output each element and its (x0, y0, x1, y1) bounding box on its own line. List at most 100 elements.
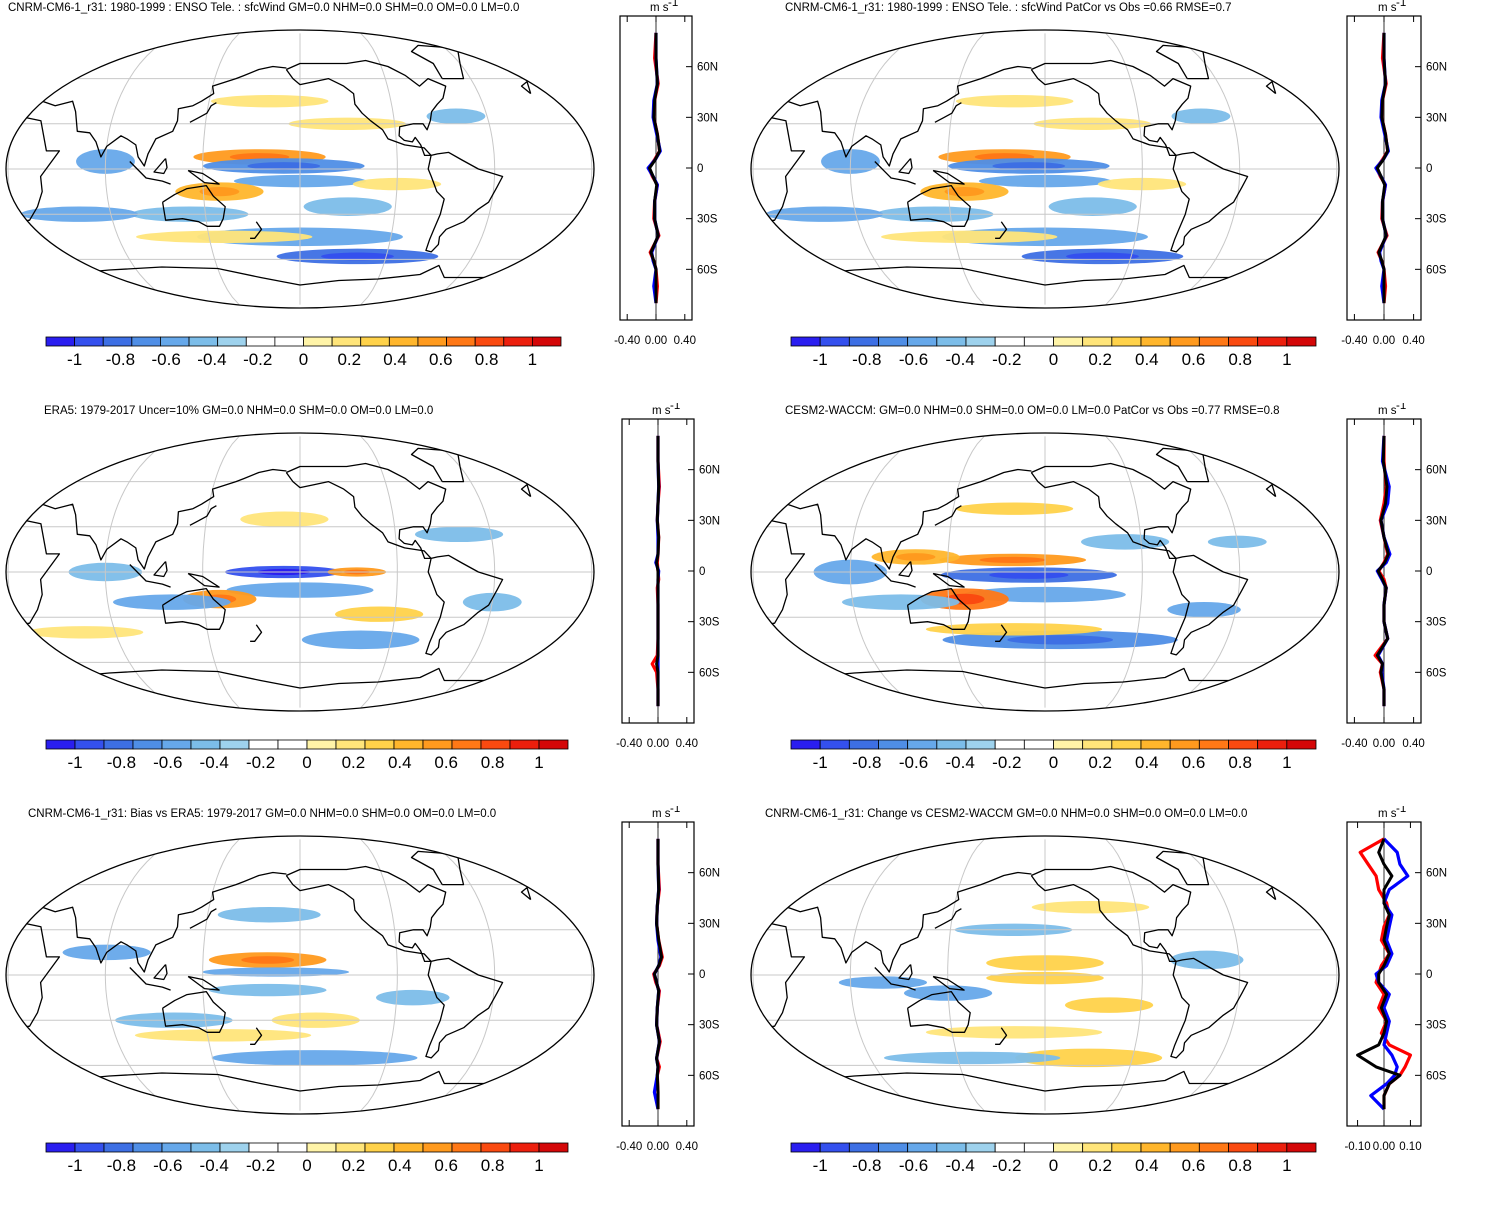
anomaly-blob (136, 230, 313, 243)
colorbar-tick-label: -0.6 (153, 1156, 183, 1175)
x-tick-label: 0.00 (647, 1141, 669, 1153)
zonal-mean-plot: m s -1 60N 30N 0 30S 60S -0.10 0.00 0.10 (1344, 806, 1447, 1153)
colorbar-box (1286, 739, 1317, 750)
colorbar-tick-label: 0.6 (434, 1156, 459, 1175)
colorbar-box (907, 739, 938, 750)
colorbar-box (451, 739, 482, 750)
colorbar-tick-label: -0.2 (245, 1156, 276, 1175)
anomaly-blob (1064, 997, 1154, 1013)
colorbar-tick-label: -0.2 (243, 350, 273, 369)
colorbar-box (364, 1142, 395, 1153)
colorbar-box (790, 1142, 821, 1153)
colorbar-box (538, 1142, 569, 1153)
colorbar-box (848, 336, 879, 347)
colorbar-box (819, 336, 850, 347)
anomaly-blob (113, 594, 231, 610)
colorbar-tick-label: 0.8 (1228, 350, 1252, 369)
colorbar-box (335, 739, 366, 750)
colorbar-box (531, 336, 562, 347)
unit-exponent: -1 (668, 0, 678, 9)
colorbar-tick-label: 1 (534, 753, 544, 772)
zonal-mean-plot: m s -1 60N 30N 0 30S 60S -0.40 0.00 0.40 (1341, 0, 1447, 347)
anomaly-blob (376, 989, 450, 1006)
x-tick-label: 0.00 (647, 738, 669, 750)
colorbar-tick-label: -0.4 (199, 753, 229, 772)
colorbar-tick-label: -1 (67, 753, 83, 772)
colorbar-box (1257, 336, 1288, 347)
colorbar-box (1198, 336, 1229, 347)
colorbar-box (994, 336, 1025, 347)
colorbar-box (1228, 336, 1259, 347)
anomaly-blob (1167, 601, 1241, 618)
colorbar-box (132, 739, 163, 750)
colorbar-tick-label: 0 (302, 1156, 312, 1175)
unit-label: m s (1378, 405, 1397, 417)
anomaly-blob (955, 502, 1074, 515)
colorbar-box (219, 739, 250, 750)
lat-tick-label: 0 (699, 969, 705, 981)
lat-tick-label: 60N (697, 62, 718, 74)
coastlines (764, 44, 1286, 286)
colorbar-tick-label: 0.4 (1135, 753, 1159, 772)
zonal-mean-plot: m s -1 60N 30N 0 30S 60S -0.40 0.00 0.40 (1341, 403, 1447, 750)
map (5, 432, 595, 712)
graticule (6, 435, 594, 709)
lat-tick-label: 0 (697, 163, 703, 175)
colorbar-tick-label: 0.4 (1135, 1156, 1159, 1175)
colorbar-box (422, 739, 453, 750)
colorbar-tick-label: -0.2 (245, 753, 276, 772)
map (5, 29, 595, 309)
map-border (750, 29, 1340, 309)
lat-tick-label: 30N (1426, 112, 1447, 124)
anomaly-blob (414, 526, 504, 543)
colorbar-box (848, 1142, 879, 1153)
panel-title: CNRM-CM6-1_r31: Bias vs ERA5: 1979-2017 … (28, 808, 497, 820)
series-multi-model (648, 32, 662, 304)
anomaly-blob (335, 606, 424, 622)
anomaly-core (1066, 252, 1139, 261)
unit-exponent: -1 (670, 806, 680, 815)
map-border (5, 432, 595, 712)
colorbar-box (306, 739, 337, 750)
lat-tick-label: 60S (699, 1070, 720, 1082)
colorbar-tick-label: 1 (1282, 1156, 1292, 1175)
panel-p4: CESM2-WACCM: GM=0.0 NHM=0.0 SHM=0.0 OM=0… (745, 403, 1489, 806)
colorbar-box (245, 336, 276, 347)
colorbar-tick-label: -0.8 (106, 1156, 137, 1175)
colorbar-box (480, 739, 511, 750)
colorbar-tick-label: 0.2 (341, 753, 366, 772)
anomaly-core (321, 252, 394, 261)
x-tick-label: -0.40 (1341, 335, 1367, 347)
colorbar-box (1169, 336, 1200, 347)
colorbar-box (74, 336, 104, 347)
lat-tick-label: 30N (697, 112, 718, 124)
colorbar (45, 336, 562, 347)
colorbar-labels: -1 -0.8 -0.6 -0.4 -0.2 0 0.2 0.4 0.6 0.8 1 (790, 1156, 1315, 1178)
colorbar-box (994, 739, 1025, 750)
colorbar-box (1053, 739, 1084, 750)
lat-tick-label: 30S (1426, 617, 1447, 629)
colorbar-box (1082, 336, 1113, 347)
colorbar-tick-label: 0.6 (1181, 1156, 1206, 1175)
lat-tick-label: 0 (1426, 969, 1432, 981)
colorbar-box (1286, 1142, 1317, 1153)
colorbar-tick-label: -1 (812, 753, 828, 772)
anomaly-blob (925, 623, 1103, 636)
colorbar-tick-label: -0.8 (852, 350, 882, 369)
colorbar-box (451, 1142, 482, 1153)
colorbar-box (1053, 1142, 1084, 1153)
colorbar-box (393, 739, 424, 750)
map-border (750, 835, 1340, 1115)
anomaly-core (895, 553, 936, 561)
anomaly-blob (1081, 534, 1170, 550)
colorbar-tick-label: -0.2 (992, 1156, 1022, 1175)
colorbar-box (102, 336, 133, 347)
colorbar-tick-label: -0.4 (945, 1156, 975, 1175)
colorbar-box (965, 1142, 996, 1153)
colorbar-box (878, 336, 909, 347)
anomaly-core (1007, 635, 1114, 645)
colorbar-box (417, 336, 447, 347)
colorbar-box (190, 739, 221, 750)
colorbar-labels: -1 -0.8 -0.6 -0.4 -0.2 0 0.2 0.4 0.6 0.8 1 (790, 753, 1315, 775)
anomaly-blob (426, 108, 486, 124)
